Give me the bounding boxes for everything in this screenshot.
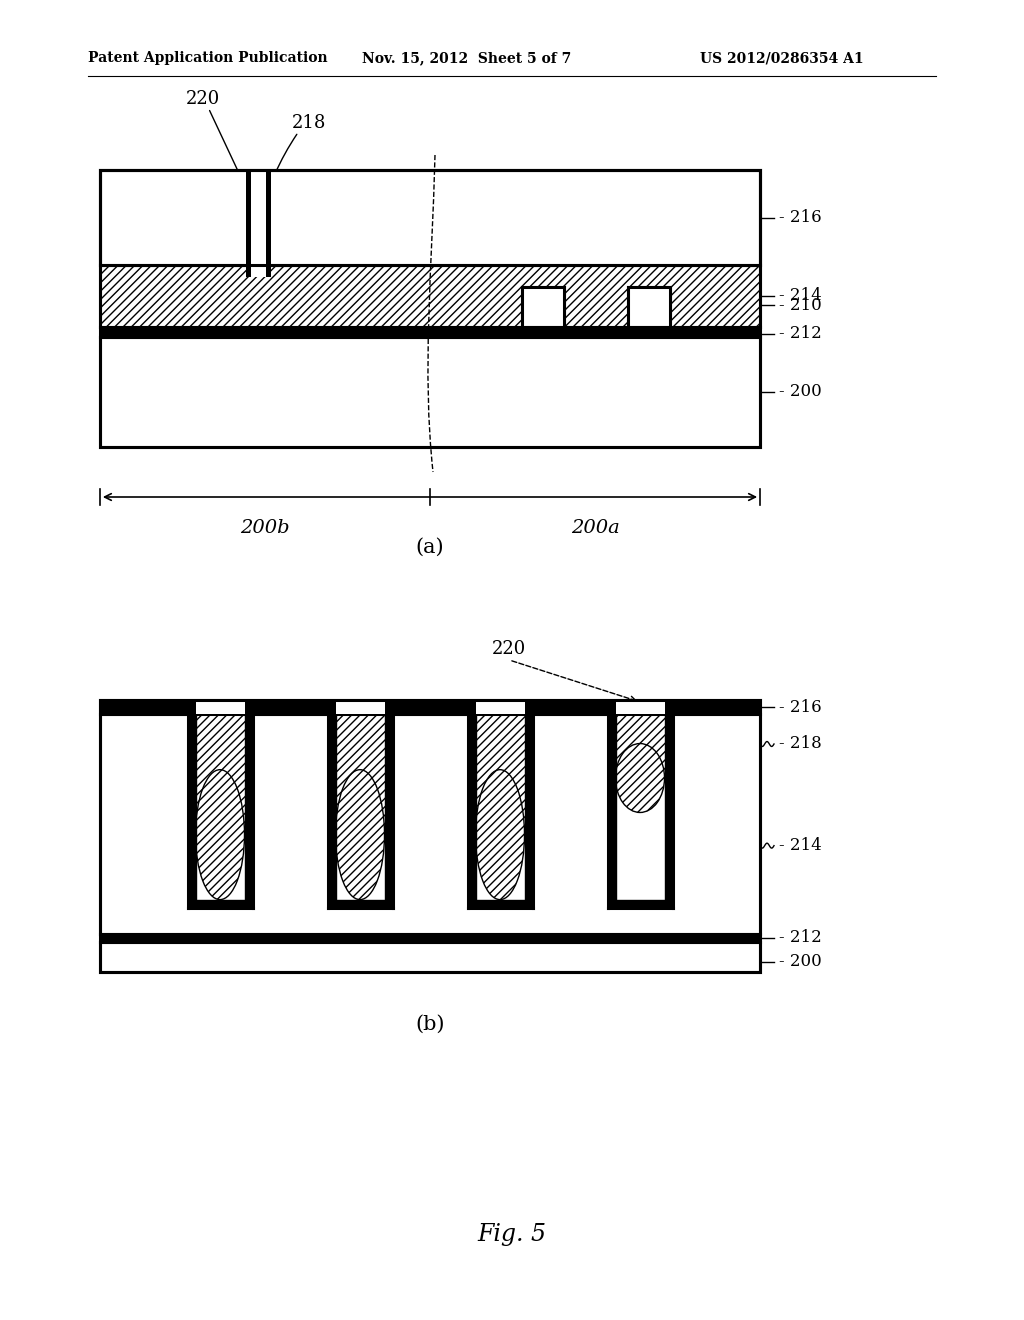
Bar	[196, 714, 245, 834]
Bar	[100, 714, 760, 935]
Text: - 200: - 200	[779, 953, 821, 970]
Bar	[628, 286, 670, 327]
Bar	[607, 714, 615, 908]
Ellipse shape	[615, 743, 665, 813]
Bar	[196, 700, 245, 714]
Text: 218: 218	[292, 114, 326, 132]
Bar	[328, 714, 392, 908]
Bar	[328, 900, 392, 908]
Bar	[266, 170, 271, 277]
Bar	[522, 286, 564, 327]
Text: - 214: - 214	[779, 288, 821, 305]
Text: 200b: 200b	[241, 519, 290, 537]
Text: Patent Application Publication: Patent Application Publication	[88, 51, 328, 65]
Bar	[475, 714, 524, 834]
Bar	[100, 265, 760, 327]
Bar	[628, 286, 670, 327]
Ellipse shape	[196, 770, 245, 900]
Bar	[100, 700, 760, 714]
Bar	[328, 714, 336, 908]
Bar	[187, 714, 253, 908]
Bar	[522, 286, 564, 327]
Bar	[100, 935, 760, 942]
Bar	[187, 900, 253, 908]
Text: - 218: - 218	[779, 735, 821, 752]
Bar	[468, 714, 532, 908]
Bar	[100, 170, 760, 447]
Text: - 216: - 216	[779, 209, 821, 226]
Bar	[468, 714, 475, 908]
Text: 220: 220	[186, 90, 220, 108]
Bar	[187, 714, 196, 908]
Bar	[246, 170, 251, 277]
Bar	[607, 900, 673, 908]
Text: Nov. 15, 2012  Sheet 5 of 7: Nov. 15, 2012 Sheet 5 of 7	[362, 51, 571, 65]
Bar	[245, 714, 253, 908]
Bar	[336, 700, 384, 714]
Bar	[100, 170, 760, 265]
Text: 200a: 200a	[570, 519, 620, 537]
Bar	[607, 714, 673, 908]
Text: - 200: - 200	[779, 384, 821, 400]
Text: - 214: - 214	[779, 837, 821, 854]
Text: - 212: - 212	[779, 929, 821, 946]
Bar	[100, 337, 760, 447]
Bar	[100, 942, 760, 972]
Bar	[468, 900, 532, 908]
Text: (b): (b)	[416, 1015, 444, 1034]
Text: (a): (a)	[416, 537, 444, 557]
Text: 220: 220	[493, 640, 526, 657]
Bar	[384, 714, 392, 908]
Bar	[100, 700, 760, 972]
Bar	[475, 700, 524, 714]
Bar	[100, 170, 760, 265]
Bar	[251, 170, 266, 277]
Text: - 216: - 216	[779, 698, 821, 715]
Bar	[615, 700, 665, 714]
Text: - 210: - 210	[779, 297, 821, 314]
Bar	[524, 714, 532, 908]
Ellipse shape	[475, 770, 524, 900]
Ellipse shape	[336, 770, 384, 900]
Bar	[665, 714, 673, 908]
Text: - 212: - 212	[779, 326, 821, 342]
Text: Fig. 5: Fig. 5	[477, 1224, 547, 1246]
Text: US 2012/0286354 A1: US 2012/0286354 A1	[700, 51, 863, 65]
Bar	[615, 714, 665, 777]
Bar	[100, 327, 760, 337]
Bar	[336, 714, 384, 834]
